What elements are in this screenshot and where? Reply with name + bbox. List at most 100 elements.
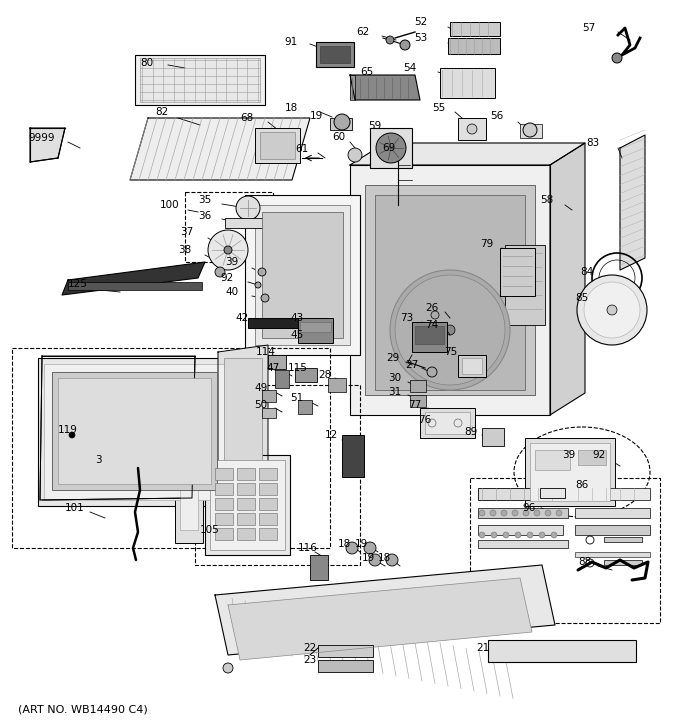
Text: 47: 47 (266, 363, 279, 373)
Text: 9999: 9999 (28, 133, 54, 143)
Circle shape (523, 510, 529, 516)
Bar (259, 483, 277, 495)
Text: 75: 75 (444, 347, 457, 357)
Bar (318, 645, 373, 657)
Circle shape (545, 510, 551, 516)
Bar (262, 390, 276, 402)
Circle shape (501, 510, 507, 516)
Bar (298, 400, 312, 414)
Bar (300, 322, 331, 332)
Bar (310, 555, 328, 580)
Text: 52: 52 (414, 17, 427, 27)
Bar (210, 460, 285, 550)
Text: 105: 105 (200, 525, 220, 535)
Text: 77: 77 (408, 400, 421, 410)
Bar (275, 370, 289, 388)
Text: 61: 61 (295, 144, 308, 154)
Text: 53: 53 (414, 33, 427, 43)
Text: 23: 23 (303, 655, 316, 665)
Text: 35: 35 (198, 195, 211, 205)
Circle shape (386, 36, 394, 44)
Polygon shape (218, 345, 268, 518)
Circle shape (490, 510, 496, 516)
Text: 31: 31 (388, 387, 401, 397)
Text: 42: 42 (235, 313, 248, 323)
Circle shape (431, 311, 439, 319)
Text: 19: 19 (362, 553, 375, 563)
Bar (604, 537, 642, 542)
Polygon shape (62, 262, 205, 295)
Bar (260, 132, 295, 159)
Bar (298, 318, 333, 343)
Text: 51: 51 (290, 393, 303, 403)
Bar (575, 525, 650, 535)
Circle shape (556, 510, 562, 516)
Circle shape (376, 133, 406, 163)
Bar (450, 22, 500, 36)
Polygon shape (350, 75, 355, 100)
Bar (215, 498, 233, 510)
Text: 68: 68 (240, 113, 253, 123)
Circle shape (390, 270, 510, 390)
Text: 30: 30 (388, 373, 401, 383)
Bar (328, 378, 346, 392)
Bar (375, 195, 525, 390)
Circle shape (503, 532, 509, 538)
Circle shape (577, 275, 647, 345)
Text: 18: 18 (285, 103, 299, 113)
Bar (262, 212, 343, 338)
Text: 45: 45 (290, 330, 303, 340)
Bar (530, 443, 610, 501)
Circle shape (395, 275, 505, 385)
Circle shape (215, 267, 225, 277)
Bar (135, 55, 265, 105)
Text: 59: 59 (368, 121, 381, 131)
Polygon shape (350, 75, 420, 100)
Bar (410, 380, 426, 392)
Bar (185, 192, 273, 262)
Bar (370, 128, 412, 168)
Bar (535, 450, 570, 470)
Bar (365, 185, 535, 395)
Bar (415, 326, 444, 344)
Text: 19: 19 (355, 539, 369, 549)
Bar (259, 513, 277, 525)
Bar (52, 372, 217, 490)
Text: 89: 89 (464, 427, 477, 437)
Bar (448, 38, 500, 54)
Circle shape (539, 532, 545, 538)
Bar (458, 118, 486, 140)
Bar (520, 124, 542, 138)
Bar (140, 58, 260, 102)
Text: 114: 114 (256, 347, 276, 357)
Circle shape (551, 532, 557, 538)
Circle shape (369, 554, 381, 566)
Text: 79: 79 (480, 239, 493, 249)
Text: 29: 29 (386, 353, 399, 363)
Bar (215, 483, 233, 495)
Bar (540, 488, 565, 498)
Text: 18: 18 (338, 539, 352, 549)
Bar (262, 408, 276, 418)
Polygon shape (215, 565, 555, 655)
Bar (38, 358, 233, 506)
Bar (237, 513, 255, 525)
Text: 26: 26 (425, 303, 438, 313)
Text: 101: 101 (65, 503, 85, 513)
Text: 50: 50 (254, 400, 267, 410)
Bar (215, 528, 233, 540)
Text: 96: 96 (522, 503, 535, 513)
Circle shape (334, 114, 350, 130)
Bar (425, 412, 470, 434)
Bar (410, 395, 426, 407)
Bar (224, 358, 262, 506)
Text: 119: 119 (58, 425, 78, 435)
Circle shape (479, 510, 485, 516)
Bar (575, 488, 650, 500)
Circle shape (236, 196, 260, 220)
Circle shape (607, 305, 617, 315)
Polygon shape (550, 143, 585, 415)
Bar (420, 408, 475, 438)
Text: 39: 39 (225, 257, 238, 267)
Bar (412, 322, 447, 352)
